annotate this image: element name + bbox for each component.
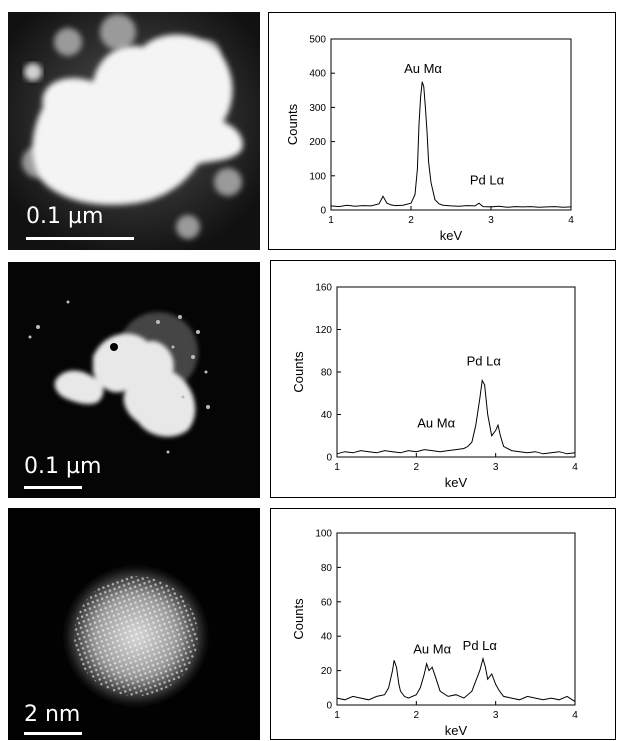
y-tick-label: 100 [309,171,326,182]
y-tick-label: 0 [326,701,332,712]
x-tick-label: 1 [334,462,340,473]
peak-annotation: Pd Lα [463,638,498,653]
micrograph-2: 0.1 µm [8,262,260,498]
scale-bar [26,237,134,240]
scale-bar-label: 2 nm [24,702,81,727]
y-tick-label: 0 [320,206,326,217]
peak-annotation: Au Mα [413,641,451,656]
x-tick-label: 3 [493,462,499,473]
y-tick-label: 200 [309,137,326,148]
y-axis-label: Counts [291,351,306,393]
y-tick-label: 60 [321,597,333,608]
peak-annotation: Pd Lα [467,354,502,369]
x-tick-label: 4 [572,462,578,473]
spectrum-line [336,378,576,455]
y-tick-label: 500 [309,35,326,46]
y-axis-label: Counts [291,598,306,640]
x-tick-label: 1 [328,215,334,226]
y-tick-label: 400 [309,69,326,80]
y-tick-label: 40 [321,410,333,421]
x-tick-label: 2 [414,710,420,721]
x-axis-label: keV [440,228,463,243]
plot-frame [336,532,576,706]
y-tick-label: 0 [326,453,332,464]
x-axis-label: keV [445,723,468,738]
plot-frame [336,286,576,458]
peak-annotation: Au Mα [417,415,455,430]
y-tick-label: 80 [321,368,333,379]
spectrum-chart-3-svg: 0 20 40 60 80 100 1 2 3 4 keV Counts Au Mα Pd Lα [291,529,578,739]
y-tick-label: 160 [315,283,332,294]
y-tick-label: 40 [321,632,333,643]
spectrum-chart-1-svg: 0 100 200 300 400 500 1 2 3 4 keV Counts Au Mα Pd Lα [285,35,574,244]
micrograph-3-image [8,508,260,740]
micrograph-2-image [8,262,260,498]
y-tick-label: 20 [321,666,333,677]
x-tick-label: 1 [334,710,340,721]
x-tick-label: 4 [568,215,574,226]
x-tick-label: 4 [572,710,578,721]
scale-bar [24,732,82,735]
y-tick-label: 100 [315,529,332,540]
peak-annotation: Pd Lα [470,172,505,187]
spectrum-chart-3: 0 20 40 60 80 100 1 2 3 4 keV Counts Au Mα Pd Lα [270,508,616,740]
plot-frame [330,38,572,211]
x-tick-label: 3 [493,710,499,721]
y-axis-label: Counts [285,103,300,145]
x-tick-label: 3 [488,215,494,226]
x-tick-label: 2 [408,215,414,226]
spectrum-chart-1: 0 100 200 300 400 500 1 2 3 4 keV Counts Au Mα Pd Lα [268,12,616,250]
y-tick-label: 80 [321,563,333,574]
scale-bar [24,486,82,489]
micrograph-1: 0.1 µm [8,12,260,250]
micrograph-1-image [8,12,260,250]
y-tick-label: 300 [309,103,326,114]
spectrum-line [330,81,572,208]
spectrum-chart-2: 0 40 80 120 160 1 2 3 4 keV Counts Au Mα Pd Lα [270,260,616,498]
x-tick-label: 2 [414,462,420,473]
scale-bar-label: 0.1 µm [26,204,104,229]
scale-bar-label: 0.1 µm [24,454,102,479]
peak-annotation: Au Mα [404,61,442,76]
y-tick-label: 120 [315,325,332,336]
micrograph-3: 2 nm [8,508,260,740]
x-axis-label: keV [445,475,468,490]
spectrum-line [336,656,576,703]
spectrum-chart-2-svg: 0 40 80 120 160 1 2 3 4 keV Counts Au Mα Pd Lα [291,283,578,491]
